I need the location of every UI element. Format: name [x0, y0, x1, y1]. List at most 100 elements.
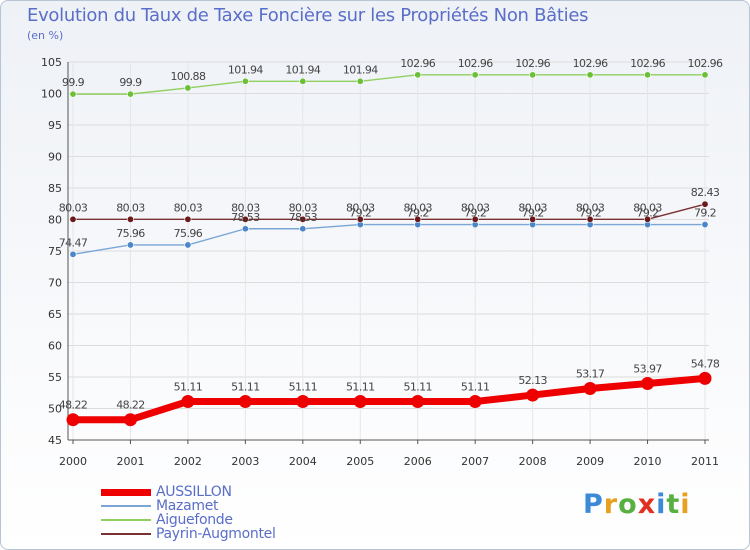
data-label: 79.2	[579, 207, 601, 220]
x-tick-label: 2010	[634, 455, 662, 468]
data-point	[644, 71, 652, 79]
logo-letter: r	[603, 489, 619, 520]
series-line-payrin-augmontel	[72, 203, 706, 221]
data-point	[356, 77, 364, 85]
series-aussillon	[66, 371, 712, 427]
data-label: 101.94	[228, 63, 263, 76]
chart-unit-label: (en %)	[27, 29, 64, 42]
data-label: 99.9	[62, 76, 85, 89]
data-point	[184, 241, 192, 249]
logo-letter: o	[618, 489, 638, 520]
proxiti-logo: Proxiti	[583, 489, 691, 520]
data-label: 75.96	[116, 227, 145, 240]
data-label: 80.03	[59, 201, 88, 214]
legend-label: Mazamet	[156, 498, 219, 514]
legend-swatch	[101, 519, 151, 521]
data-label: 53.17	[576, 368, 605, 381]
x-tick-label: 2000	[59, 455, 87, 468]
data-point	[701, 200, 709, 208]
data-label: 78.53	[289, 211, 318, 224]
data-label: 101.94	[343, 63, 378, 76]
y-tick-label: 85	[48, 182, 62, 195]
x-tick-label: 2001	[116, 455, 144, 468]
chart-title: Evolution du Taux de Taxe Foncière sur l…	[27, 5, 589, 26]
x-tick-label: 2011	[691, 455, 719, 468]
data-label: 54.78	[691, 357, 720, 370]
data-point	[241, 225, 249, 233]
data-point	[586, 215, 594, 223]
data-label: 102.96	[573, 57, 608, 70]
data-point	[296, 395, 310, 409]
data-label: 102.96	[458, 57, 493, 70]
legend-label: AUSSILLON	[156, 484, 232, 500]
data-point	[356, 215, 364, 223]
x-tick-label: 2002	[174, 455, 202, 468]
data-point	[299, 215, 307, 223]
logo-letter: x	[637, 489, 657, 520]
x-tick-label: 2005	[346, 455, 374, 468]
data-label: 53.97	[633, 362, 662, 375]
legend-label: Payrin-Augmontel	[156, 526, 276, 542]
data-point	[126, 241, 134, 249]
data-label: 79.2	[636, 207, 658, 220]
y-tick-label: 50	[48, 403, 62, 416]
data-label: 80.03	[346, 201, 375, 214]
data-point	[353, 395, 367, 409]
data-label: 80.03	[633, 201, 662, 214]
data-point	[126, 90, 134, 98]
series-line-aiguefonde	[72, 74, 706, 95]
data-point	[123, 413, 137, 427]
series-line-aussillon	[69, 374, 709, 424]
data-label: 51.11	[403, 381, 432, 394]
data-label: 51.11	[289, 381, 318, 394]
legend-swatch	[101, 488, 151, 496]
data-point	[701, 221, 709, 229]
x-tick-label: 2007	[461, 455, 489, 468]
y-tick-label: 100	[41, 88, 62, 101]
data-point	[526, 388, 540, 402]
data-label: 79.2	[464, 207, 486, 220]
y-tick-label: 105	[41, 56, 62, 69]
data-point	[586, 71, 594, 79]
data-point	[69, 250, 77, 258]
data-label: 80.03	[576, 201, 605, 214]
data-point	[69, 90, 77, 98]
logo-letter: i	[680, 489, 691, 520]
data-point	[471, 215, 479, 223]
legend-swatch	[101, 505, 151, 507]
data-label: 48.22	[116, 399, 145, 412]
data-label: 52.13	[518, 374, 547, 387]
data-label: 101.94	[285, 63, 320, 76]
x-tick-label: 2008	[519, 455, 547, 468]
series-mazamet	[69, 221, 709, 258]
data-label: 51.11	[346, 381, 375, 394]
data-point	[529, 215, 537, 223]
data-point	[241, 215, 249, 223]
data-label: 79.2	[694, 207, 716, 220]
data-label: 78.53	[231, 211, 260, 224]
data-label: 102.96	[630, 57, 665, 70]
data-point	[411, 395, 425, 409]
data-label: 51.11	[174, 381, 203, 394]
y-tick-label: 70	[48, 277, 62, 290]
data-label: 48.22	[59, 399, 88, 412]
data-label: 80.03	[518, 201, 547, 214]
data-label: 80.03	[231, 201, 260, 214]
series-payrin-augmontel	[69, 200, 709, 223]
data-label: 79.2	[407, 207, 429, 220]
x-tick-label: 2009	[576, 455, 604, 468]
data-label: 74.47	[59, 236, 88, 249]
logo-letter: P	[583, 489, 604, 520]
data-point	[66, 413, 80, 427]
data-point	[583, 382, 597, 396]
data-label: 82.43	[691, 186, 720, 199]
data-label: 80.03	[289, 201, 318, 214]
data-point	[126, 215, 134, 223]
data-label: 79.2	[522, 207, 544, 220]
data-point	[471, 71, 479, 79]
data-label: 79.2	[349, 207, 371, 220]
data-label: 80.03	[116, 201, 145, 214]
data-label: 51.11	[461, 381, 490, 394]
